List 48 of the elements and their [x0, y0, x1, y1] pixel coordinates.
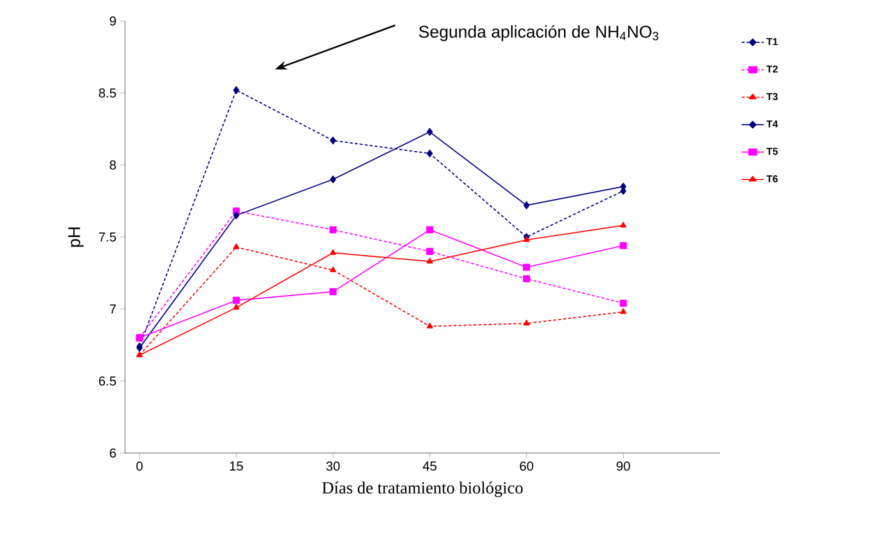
x-tick-label: 15	[230, 462, 243, 471]
point	[426, 322, 433, 328]
point	[233, 86, 240, 94]
point	[522, 275, 530, 282]
point	[522, 264, 530, 271]
legend-label: T2	[766, 66, 778, 73]
x-tick-label: 45	[422, 462, 436, 471]
y-tick-label: 8.5	[98, 88, 116, 98]
y-tick-label: 8	[110, 160, 116, 170]
x-tick-label: 60	[520, 462, 534, 471]
y-tick-label: 9	[110, 16, 116, 26]
point	[523, 320, 530, 326]
point	[233, 244, 240, 250]
point	[426, 128, 433, 136]
x-tick-label: 90	[616, 462, 630, 471]
legend-label: T6	[766, 175, 778, 182]
point	[426, 150, 433, 158]
point	[620, 308, 626, 314]
y-tick-label: 6	[110, 448, 116, 458]
point	[620, 222, 626, 228]
point	[329, 288, 337, 296]
point	[330, 266, 336, 272]
point	[232, 296, 240, 304]
point	[426, 226, 434, 234]
point	[330, 176, 336, 184]
x-axis-title: Días de tratamiento biológico	[322, 482, 523, 498]
x-tick-label: 30	[326, 462, 340, 471]
point	[523, 236, 530, 242]
point	[426, 258, 433, 264]
point	[233, 212, 240, 220]
point	[620, 242, 627, 250]
point	[330, 249, 336, 255]
point	[620, 300, 627, 307]
point	[233, 304, 240, 310]
y-tick-label: 6.5	[99, 376, 116, 386]
y-tick-label: 7	[110, 304, 116, 314]
legend-label: T1	[766, 38, 778, 46]
point	[426, 248, 434, 255]
legend-label: T3	[766, 93, 778, 100]
point	[330, 136, 336, 144]
x-tick-label: 0	[136, 462, 143, 471]
y-tick-label: 7.5	[99, 232, 116, 242]
point	[523, 201, 530, 210]
y-axis-title: pH	[68, 228, 84, 247]
annotation: Segunda aplicación de NH$_{4}$NO$_{3}$	[419, 25, 658, 42]
legend-label: T5	[766, 148, 778, 155]
legend-label: T4	[766, 120, 778, 128]
point	[329, 226, 337, 234]
